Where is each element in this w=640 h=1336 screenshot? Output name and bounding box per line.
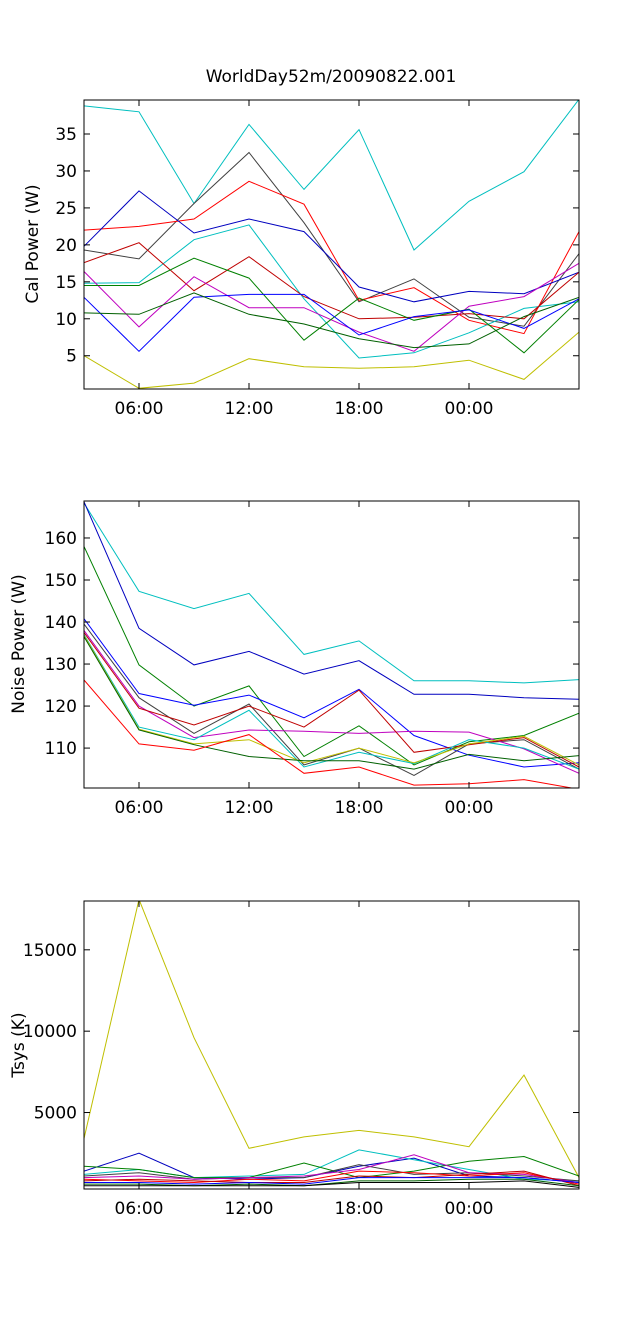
y-tick-label: 30 (55, 162, 77, 182)
series-line-10 (84, 636, 579, 770)
series-line-2 (84, 1152, 579, 1183)
series-line-9 (84, 1177, 579, 1185)
series-line-6 (84, 630, 579, 774)
y-tick-label: 110 (45, 739, 77, 759)
y-tick-label: 5 (66, 347, 77, 367)
y-axis-label: Tsys (K) (9, 1012, 29, 1078)
series-line-1 (84, 100, 579, 251)
chart-title: WorldDay52m/20090822.001 (206, 67, 457, 87)
series-line-3 (84, 546, 579, 766)
x-tick-label: 00:00 (445, 1199, 494, 1219)
y-tick-label: 130 (45, 655, 77, 675)
series-line-7 (84, 262, 579, 352)
series-line-1 (84, 901, 579, 1178)
series-line-9 (84, 293, 579, 353)
series-line-8 (84, 257, 579, 354)
y-tick-label: 5000 (34, 1104, 77, 1124)
series-line-7 (84, 1170, 579, 1185)
series-line-11 (84, 331, 579, 389)
y-tick-label: 25 (55, 199, 77, 219)
y-tick-label: 150 (45, 571, 77, 591)
y-tick-label: 10000 (23, 1022, 77, 1042)
x-tick-label: 18:00 (335, 399, 384, 419)
y-axis-label: Noise Power (W) (9, 574, 29, 713)
series-line-4 (84, 1155, 579, 1179)
series-group (84, 901, 579, 1188)
series-line-2 (84, 501, 579, 700)
series-line-8 (84, 634, 579, 770)
series-line-2 (84, 151, 579, 327)
series-line-5 (84, 623, 579, 776)
series-line-9 (84, 635, 579, 766)
y-tick-label: 20 (55, 236, 77, 256)
y-tick-label: 160 (45, 529, 77, 549)
noise-power-panel: 110 120 130 140 150 160 06:00 12:00 18:00 00:00 No… (9, 500, 580, 818)
series-line-10 (84, 1178, 579, 1187)
series-line-6 (84, 1154, 579, 1183)
x-tick-label: 12:00 (225, 399, 274, 419)
y-tick-label: 140 (45, 613, 77, 633)
y-tick-label: 15 (55, 273, 77, 293)
x-tick-label: 18:00 (335, 1199, 384, 1219)
series-line-4 (84, 618, 579, 768)
series-line-6 (84, 242, 579, 320)
plot-frame (83, 500, 580, 789)
series-line-3 (84, 180, 579, 335)
series-group (84, 501, 579, 788)
series-line-1 (84, 502, 579, 684)
series-line-11 (84, 679, 575, 788)
series-line-8 (84, 1170, 579, 1187)
x-tick-label: 00:00 (445, 399, 494, 419)
tsys-panel: 5000 10000 15000 06:00 12:00 18:00 00:00 Tsys (… (9, 900, 580, 1219)
series-line-4 (84, 190, 579, 303)
y-tick-label: 120 (45, 697, 77, 717)
y-tick-label: 35 (55, 125, 77, 145)
x-tick-label: 18:00 (335, 798, 384, 818)
x-tick-label: 12:00 (225, 1199, 274, 1219)
series-line-10 (84, 292, 579, 349)
y-tick-label: 15000 (23, 941, 77, 961)
series-line-11 (84, 1180, 579, 1188)
y-tick-label: 10 (55, 310, 77, 330)
plot-frame (83, 900, 580, 1190)
x-tick-label: 06:00 (115, 798, 164, 818)
series-line-7 (84, 632, 579, 768)
x-tick-label: 12:00 (225, 798, 274, 818)
x-tick-label: 06:00 (115, 1199, 164, 1219)
x-tick-label: 00:00 (445, 798, 494, 818)
series-group (84, 100, 579, 389)
y-axis-label: Cal Power (W) (23, 184, 43, 303)
cal-power-panel: 5 10 15 20 25 30 35 06:00 12:00 18:00 00:00 Cal Pow… (23, 99, 580, 419)
x-tick-label: 06:00 (115, 399, 164, 419)
series-line-5 (84, 224, 579, 359)
